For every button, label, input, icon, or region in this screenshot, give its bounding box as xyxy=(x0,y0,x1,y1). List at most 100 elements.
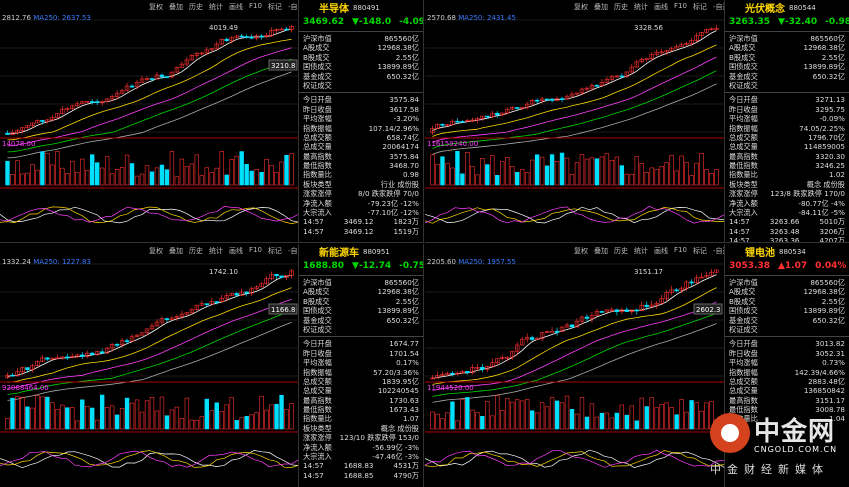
candle xyxy=(229,37,234,41)
toolbar-item[interactable]: 叠加 xyxy=(594,247,608,255)
toolbar-item[interactable]: 统计 xyxy=(634,247,648,255)
volume-bar xyxy=(440,418,445,430)
toolbar-item[interactable]: 叠加 xyxy=(169,247,183,255)
candle xyxy=(249,36,254,39)
toolbar-item[interactable]: 复权 xyxy=(574,3,588,11)
field-value: 3271.13 xyxy=(815,95,845,105)
volume-bar xyxy=(524,172,530,186)
candle xyxy=(594,311,600,317)
toolbar-item[interactable]: 画线 xyxy=(229,3,243,11)
volume-bar xyxy=(510,401,515,430)
toolbar-item[interactable]: 历史 xyxy=(614,247,628,255)
quote-field-row: B股成交 2.55亿 xyxy=(299,53,423,62)
ma-line xyxy=(432,287,717,385)
candle xyxy=(450,120,455,126)
volume-bar xyxy=(219,151,224,186)
ma-line xyxy=(7,275,292,377)
quote-field-row: 国债成交 13899.89亿 xyxy=(725,62,849,71)
price-axis-tag: 3210.8 xyxy=(271,62,296,70)
kline-chart[interactable]: 1742.10 1166.8 92068464.00 xyxy=(0,244,299,487)
toolbar-item[interactable]: 统计 xyxy=(209,3,223,11)
volume-bar xyxy=(569,173,575,186)
quote-field-row: 最低指数 3246.25 xyxy=(725,161,849,170)
toolbar-item[interactable]: -自选 xyxy=(712,247,730,255)
indicator-line xyxy=(0,450,299,469)
quote-price-row: 3469.62 ▼-148.0 -4.09% xyxy=(299,15,423,29)
quote-field-row: 沪深市值 865560亿 xyxy=(299,278,423,287)
field-value: 2.55亿 xyxy=(395,296,419,306)
toolbar-item[interactable]: F10 xyxy=(674,2,687,10)
field-label: 涨家涨停 xyxy=(303,189,332,199)
kline-chart[interactable]: 3151.17 2602.3 11944520.00 xyxy=(425,244,724,487)
toolbar-item[interactable]: -自选 xyxy=(712,3,730,11)
field-label: 总成交量 xyxy=(729,386,758,396)
divider xyxy=(299,336,423,338)
candle xyxy=(50,117,55,121)
candle xyxy=(259,35,264,38)
candle xyxy=(674,46,679,49)
toolbar-item[interactable]: 统计 xyxy=(209,247,223,255)
toolbar-item[interactable]: 标记 xyxy=(267,247,282,255)
toolbar-item[interactable]: F10 xyxy=(249,2,262,10)
toolbar-item[interactable]: 统计 xyxy=(634,3,648,11)
tick-volume: 1823万 xyxy=(393,217,419,227)
tick-price: 3263.48 xyxy=(769,226,800,236)
volume-bar xyxy=(179,418,185,430)
volume-bar xyxy=(254,169,259,186)
candle xyxy=(279,275,284,278)
toolbar-item[interactable]: 标记 xyxy=(692,247,707,255)
candle xyxy=(505,108,510,114)
quote-field-row: 指数量比 1.02 xyxy=(725,170,849,179)
field-value: 1730.63 xyxy=(389,395,419,405)
kline-chart[interactable]: 4019.49 3210.8 14078.00 xyxy=(0,0,299,242)
toolbar-item[interactable]: 画线 xyxy=(654,3,668,11)
toolbar-item[interactable]: -自选 xyxy=(287,247,305,255)
toolbar-item[interactable]: 叠加 xyxy=(594,3,608,11)
volume-bar xyxy=(284,409,289,430)
volume-bar xyxy=(60,404,65,430)
volume-bar xyxy=(20,396,25,430)
toolbar-item[interactable]: 标记 xyxy=(692,3,707,11)
indicator-line xyxy=(425,206,724,224)
volume-bar xyxy=(465,152,470,186)
volume-bar xyxy=(264,409,269,430)
toolbar-item[interactable]: F10 xyxy=(249,246,262,254)
toolbar-item[interactable]: 标记 xyxy=(267,3,282,11)
toolbar-item[interactable]: 复权 xyxy=(574,247,588,255)
field-label: 最低指数 xyxy=(729,161,758,171)
quote-field-row: 总成交额 1796.70亿 xyxy=(725,133,849,142)
toolbar-item[interactable]: 画线 xyxy=(654,247,668,255)
toolbar-item[interactable]: 叠加 xyxy=(169,3,183,11)
candle xyxy=(289,270,294,276)
candle xyxy=(564,324,570,328)
toolbar-item[interactable]: 复权 xyxy=(149,247,163,255)
toolbar-item[interactable]: 历史 xyxy=(189,3,203,11)
watermark-brand: 中金网 xyxy=(754,417,836,447)
tick-row: 14:57 3469.12 1519万 xyxy=(299,227,423,236)
volume-bar xyxy=(529,159,535,186)
volume-bar xyxy=(85,170,90,186)
kline-chart[interactable]: 3328.56 116159240.00 xyxy=(425,0,724,242)
volume-bar xyxy=(490,155,495,186)
toolbar-item[interactable]: 画线 xyxy=(229,247,243,255)
field-value: 概念 成份股 xyxy=(806,179,845,189)
candle xyxy=(609,309,615,312)
ma-value-a: 2570.68 xyxy=(427,14,456,22)
volume-bar xyxy=(60,167,65,186)
volume-bar xyxy=(30,407,35,430)
toolbar-item[interactable]: 历史 xyxy=(189,247,203,255)
volume-bar xyxy=(80,158,85,186)
candle xyxy=(144,328,150,334)
quote-field-row: 今日开盘 3013.82 xyxy=(725,339,849,348)
toolbar-item[interactable]: -自选 xyxy=(287,3,305,11)
candle xyxy=(629,66,634,73)
volume-bar xyxy=(35,169,40,186)
candle xyxy=(164,76,170,78)
volume-bar xyxy=(204,398,209,430)
toolbar-item[interactable]: 复权 xyxy=(149,3,163,11)
candle xyxy=(109,344,115,349)
price-change-pct: 0.04% xyxy=(815,261,847,271)
toolbar-item[interactable]: 历史 xyxy=(614,3,628,11)
quote-field-row: 基金成交 650.32亿 xyxy=(725,316,849,325)
toolbar-item[interactable]: F10 xyxy=(674,246,687,254)
